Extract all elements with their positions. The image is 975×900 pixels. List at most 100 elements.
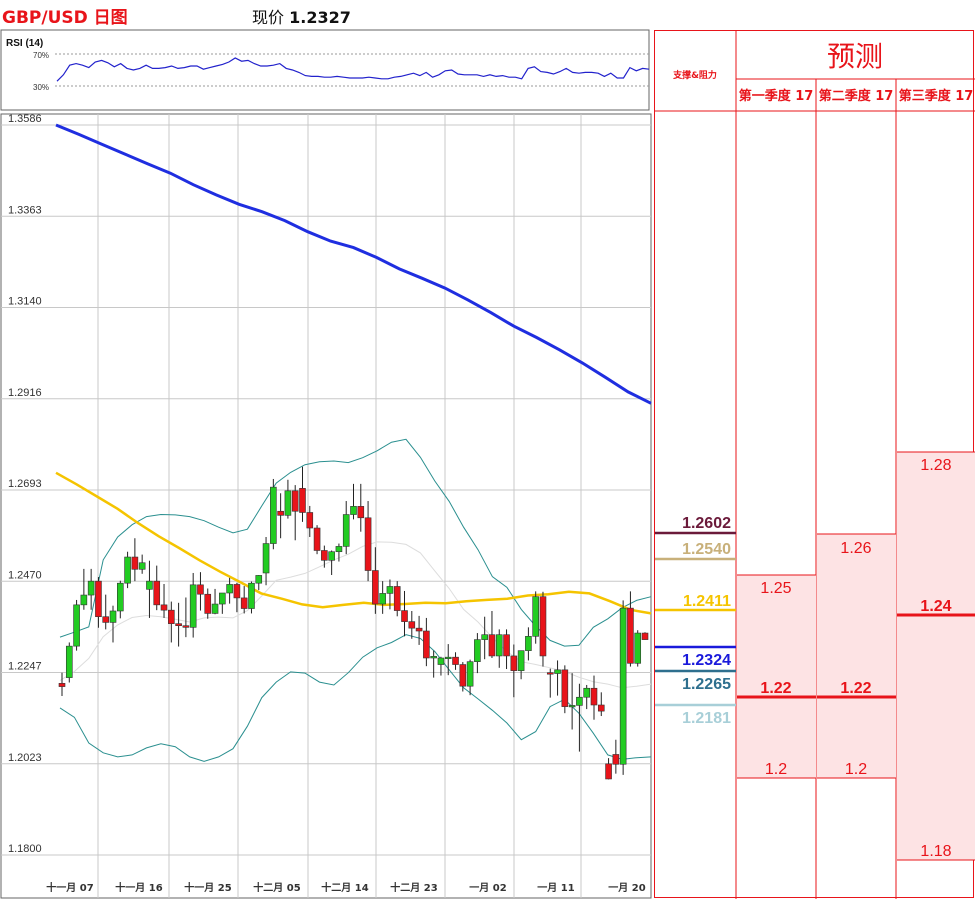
candle-19 — [197, 572, 204, 611]
candle-15 — [168, 601, 175, 643]
bollinger-lower-line — [59, 634, 652, 762]
support-resistance-levels: 1.2602 1.2540 1.2411 1.2324 1.2265 1.218… — [655, 515, 736, 727]
candle-body-47 — [401, 610, 408, 622]
candle-body-38 — [335, 546, 343, 553]
candle-63 — [517, 650, 525, 680]
candle-64 — [525, 627, 532, 661]
x-tick-1: 十一月 16 — [115, 881, 162, 894]
price-value: 1.2327 — [289, 8, 351, 27]
candle-body-41 — [357, 506, 365, 519]
current-price: 现价 1.2327 — [252, 4, 351, 28]
candle-body-3 — [80, 594, 88, 606]
candle-body-33 — [299, 488, 306, 513]
candle-21 — [211, 588, 219, 615]
candle-body-25 — [240, 597, 248, 609]
x-tick-6: 一月 02 — [469, 882, 506, 894]
x-tick-0: 十一月 07 — [46, 881, 93, 894]
candle-52 — [437, 656, 445, 676]
candle-body-78 — [627, 607, 634, 664]
level-label-2: 1.2411 — [683, 593, 731, 610]
candle-73 — [590, 675, 598, 720]
candle-body-75 — [605, 763, 612, 780]
candle-body-5 — [95, 580, 102, 618]
candle-75 — [605, 758, 612, 780]
candle-56 — [466, 659, 474, 696]
candle-body-35 — [313, 527, 321, 551]
candle-7 — [109, 605, 117, 643]
candle-body-16 — [175, 623, 182, 626]
x-tick-5: 十二月 23 — [390, 881, 437, 894]
candle-body-18 — [189, 584, 197, 628]
candle-66 — [539, 591, 547, 667]
candle-body-6 — [102, 616, 110, 623]
y-tick-1: 1.3363 — [8, 204, 42, 216]
candle-48 — [408, 610, 416, 639]
candle-2 — [73, 599, 80, 651]
candle-51 — [430, 650, 437, 678]
candle-47 — [401, 590, 408, 637]
candle-76 — [612, 739, 620, 774]
candle-body-51 — [430, 656, 437, 659]
candle-78 — [627, 591, 634, 667]
y-tick-2: 1.3140 — [8, 296, 42, 308]
y-tick-6: 1.2247 — [8, 661, 42, 673]
candle-80 — [641, 632, 649, 640]
x-axis: 十一月 07 十一月 16 十一月 25 十二月 05 十二月 14 十二月 23 一月 0… — [46, 881, 645, 894]
q1-mid: 1.22 — [760, 680, 791, 697]
candle-body-68 — [554, 669, 561, 674]
q1-header: 第一季度 17 — [739, 88, 814, 104]
candle-70 — [568, 673, 576, 730]
candle-49 — [415, 615, 423, 645]
candle-body-27 — [255, 575, 263, 584]
level-label-3: 1.2324 — [682, 652, 731, 669]
candle-body-24 — [233, 584, 241, 599]
candle-41 — [357, 483, 365, 532]
candle-16 — [175, 602, 182, 647]
support-resistance-header: 支撑&阻力 — [672, 69, 717, 81]
rsi-line — [56, 57, 650, 82]
candle-body-60 — [495, 634, 503, 657]
candle-body-0 — [58, 683, 66, 687]
candle-29 — [270, 478, 277, 550]
candle-body-59 — [488, 634, 496, 657]
candle-57 — [474, 633, 481, 674]
candle-body-31 — [284, 490, 292, 516]
candle-body-73 — [590, 687, 598, 706]
candle-body-42 — [364, 517, 372, 571]
candle-body-34 — [306, 512, 314, 529]
candle-14 — [160, 584, 168, 618]
candle-body-58 — [481, 634, 488, 640]
candle-body-55 — [459, 664, 467, 687]
level-label-4: 1.2265 — [682, 676, 731, 693]
candle-9 — [124, 551, 131, 589]
candle-body-79 — [634, 632, 642, 664]
x-tick-2: 十一月 25 — [184, 881, 231, 894]
candle-body-65 — [532, 596, 539, 637]
candle-body-49 — [415, 627, 423, 632]
q3-mid: 1.24 — [920, 598, 951, 615]
candle-body-77 — [619, 607, 627, 765]
y-axis: 1.3586 1.3363 1.3140 1.2916 1.2693 1.2470 1.22… — [8, 113, 42, 855]
candle-body-64 — [525, 636, 532, 651]
candle-27 — [255, 575, 263, 591]
candle-35 — [313, 525, 321, 555]
candle-body-44 — [379, 593, 386, 605]
forecast-panel: 支撑&阻力 预测 第一季度 17 第二季度 17 第三季度 17 1.25 1.… — [654, 30, 975, 899]
candle-body-53 — [444, 656, 452, 659]
candle-60 — [495, 629, 503, 668]
y-tick-0: 1.3586 — [8, 113, 42, 125]
candle-18 — [189, 572, 197, 638]
y-tick-7: 1.2023 — [8, 752, 42, 764]
candle-3 — [80, 568, 88, 610]
candle-body-23 — [226, 584, 233, 594]
q1-band — [737, 575, 816, 778]
candle-body-46 — [393, 586, 401, 611]
candle-36 — [321, 545, 328, 568]
candle-body-43 — [372, 570, 379, 605]
candle-74 — [597, 692, 605, 717]
candle-58 — [481, 616, 488, 660]
candle-13 — [153, 565, 161, 611]
candle-53 — [444, 644, 452, 676]
bollinger-mid-line — [59, 541, 652, 689]
